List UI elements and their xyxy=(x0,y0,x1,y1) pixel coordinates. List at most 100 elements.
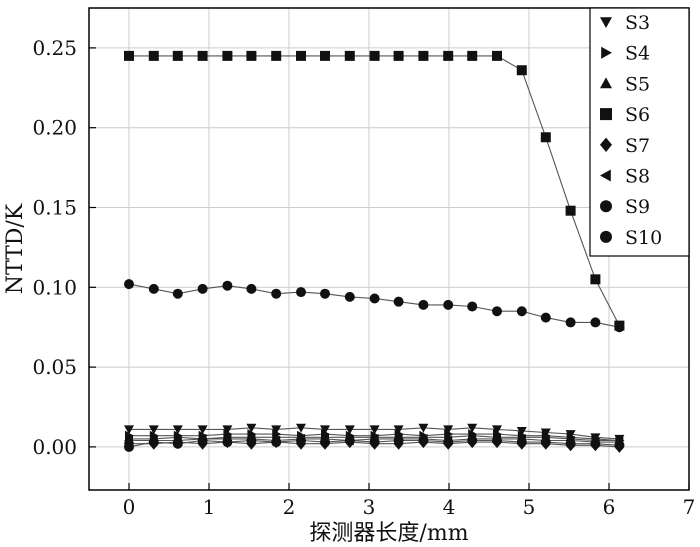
data-point-s9 xyxy=(467,301,478,312)
data-point-s3 xyxy=(492,425,502,435)
legend-label-s3: S3 xyxy=(625,12,650,34)
data-point-s3 xyxy=(296,423,306,433)
data-point-s10 xyxy=(296,435,306,446)
legend-marker-s3 xyxy=(600,17,612,28)
data-point-s10 xyxy=(614,440,625,451)
data-point-s10 xyxy=(246,435,257,446)
legend-marker-s4 xyxy=(601,46,612,59)
data-point-s10 xyxy=(197,435,208,446)
data-point-s9 xyxy=(296,287,306,298)
data-point-s3 xyxy=(418,423,429,433)
x-tick-label: 6 xyxy=(603,495,616,519)
legend-label-s7: S7 xyxy=(625,135,650,157)
y-tick-label: 0.00 xyxy=(32,435,77,459)
x-tick-label: 2 xyxy=(283,495,296,519)
data-point-s6 xyxy=(222,50,233,61)
x-tick-label: 5 xyxy=(523,495,536,519)
data-point-s10 xyxy=(148,437,159,448)
legend-label-s10: S10 xyxy=(625,227,662,249)
data-point-s10 xyxy=(393,435,404,446)
data-point-s9 xyxy=(443,299,454,310)
data-point-s10 xyxy=(492,435,502,446)
data-point-s6 xyxy=(369,50,380,61)
data-point-s6 xyxy=(516,65,527,76)
x-axis-title: 探测器长度/mm xyxy=(309,521,468,546)
data-point-s10 xyxy=(443,437,454,448)
legend-label-s4: S4 xyxy=(625,43,650,65)
x-tick-label: 0 xyxy=(123,495,136,519)
data-point-s6 xyxy=(492,50,502,61)
data-point-s9 xyxy=(344,291,355,302)
data-point-s3 xyxy=(222,425,233,435)
y-tick-label: 0.05 xyxy=(32,355,77,379)
data-point-s6 xyxy=(393,50,404,61)
data-point-s10 xyxy=(565,438,576,449)
data-point-s6 xyxy=(540,132,551,143)
gridlines xyxy=(89,8,689,490)
y-tick-label: 0.25 xyxy=(32,36,77,60)
data-point-s3 xyxy=(320,425,330,435)
data-point-s3 xyxy=(516,426,527,436)
y-axis-title: NTTD/K xyxy=(3,203,28,294)
data-point-s9 xyxy=(516,306,527,317)
data-point-s10 xyxy=(320,437,330,448)
data-point-s9 xyxy=(492,306,502,317)
data-point-s10 xyxy=(418,435,429,446)
x-tick-label: 3 xyxy=(363,495,376,519)
data-point-s6 xyxy=(124,50,134,61)
data-point-s9 xyxy=(369,293,380,304)
data-point-s9 xyxy=(540,312,551,323)
data-point-s10 xyxy=(516,437,527,448)
data-point-s10 xyxy=(344,435,355,446)
data-point-s6 xyxy=(467,50,478,61)
legend-label-s9: S9 xyxy=(625,196,650,218)
x-tick-label: 7 xyxy=(683,495,696,519)
y-tick-label: 0.10 xyxy=(32,275,77,299)
data-point-s9 xyxy=(222,280,233,291)
data-point-s6 xyxy=(320,50,330,61)
data-point-s3 xyxy=(467,423,478,433)
data-point-s6 xyxy=(590,274,601,285)
data-point-s6 xyxy=(197,50,208,61)
legend-label-s8: S8 xyxy=(625,166,650,188)
data-point-s6 xyxy=(418,50,429,61)
data-point-s10 xyxy=(172,438,183,449)
data-point-s9 xyxy=(393,296,404,307)
data-point-s3 xyxy=(393,425,404,435)
data-point-s6 xyxy=(565,205,576,216)
axis-ticks xyxy=(89,47,690,490)
y-tick-label: 0.20 xyxy=(32,116,77,140)
data-point-s3 xyxy=(271,425,282,435)
x-tick-label: 4 xyxy=(443,495,456,519)
x-tick-label: 1 xyxy=(203,495,216,519)
data-point-s6 xyxy=(443,50,454,61)
data-point-s9 xyxy=(590,317,601,328)
legend-marker-s10 xyxy=(600,230,612,243)
data-point-s10 xyxy=(271,437,282,448)
data-point-s9 xyxy=(271,288,282,299)
data-point-s3 xyxy=(172,425,183,435)
data-point-s3 xyxy=(344,425,355,435)
data-point-s10 xyxy=(590,438,601,449)
data-point-s9 xyxy=(148,283,159,294)
data-point-s9 xyxy=(172,288,183,299)
legend: S3 S4 S5 S6 S7 S8 S9 S10 xyxy=(589,7,690,257)
data-point-s6 xyxy=(344,50,355,61)
data-point-s3 xyxy=(124,425,134,435)
data-point-s6 xyxy=(246,50,257,61)
data-point-s6 xyxy=(271,50,282,61)
data-point-s10 xyxy=(124,441,134,452)
data-point-s6 xyxy=(296,50,306,61)
legend-label-s6: S6 xyxy=(625,104,650,126)
data-point-s10 xyxy=(540,437,551,448)
data-point-s10 xyxy=(467,435,478,446)
data-point-s9 xyxy=(320,288,330,299)
data-point-s9 xyxy=(418,299,429,310)
data-point-s9 xyxy=(614,322,625,333)
legend-box xyxy=(589,7,690,257)
series-markers xyxy=(124,50,625,453)
data-point-s3 xyxy=(369,425,380,435)
data-point-s3 xyxy=(148,425,159,435)
legend-marker-s8 xyxy=(600,169,611,182)
